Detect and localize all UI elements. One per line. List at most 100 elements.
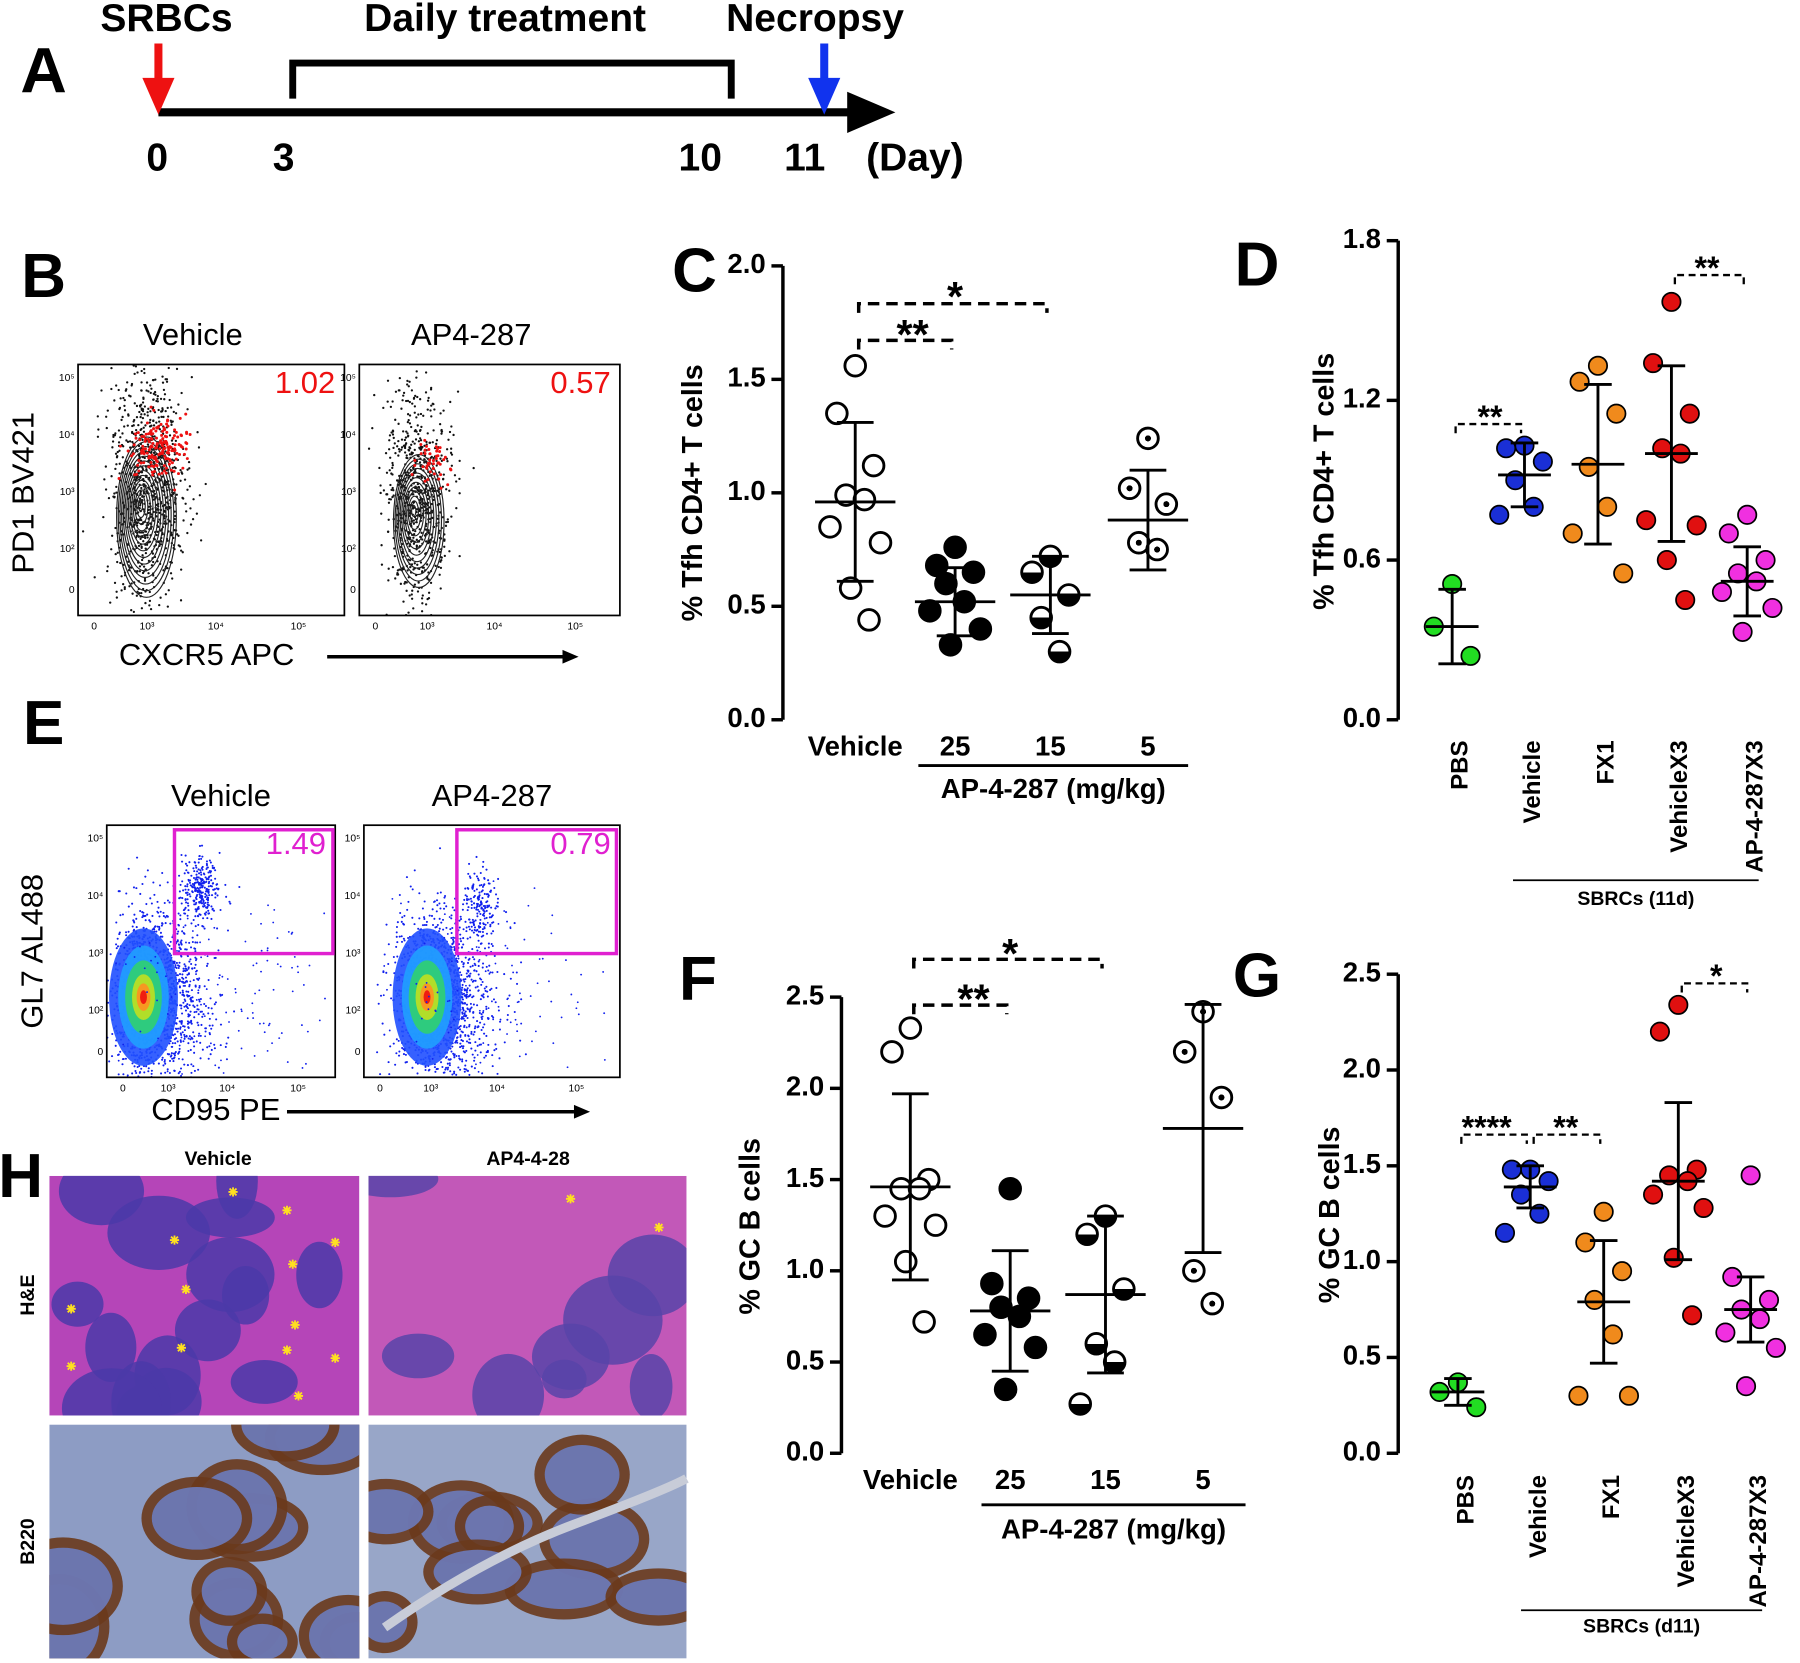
event-dot (176, 1030, 179, 1033)
event-dot (455, 507, 458, 510)
contour (409, 500, 419, 524)
event-dot (145, 421, 149, 425)
event-dot (208, 1017, 211, 1020)
event-dot (465, 972, 468, 975)
event-dot (189, 980, 192, 983)
event-dot (109, 953, 112, 956)
event-dot (186, 1064, 189, 1067)
timeline-label: SRBCs (100, 0, 232, 40)
event-dot (174, 964, 177, 967)
event-dot (150, 464, 154, 468)
event-dot (146, 869, 149, 872)
event-dot (441, 918, 445, 921)
event-dot (170, 996, 173, 998)
event-dot (138, 591, 141, 595)
event-dot (109, 601, 112, 604)
event-dot (183, 1033, 186, 1036)
event-dot (411, 589, 414, 592)
event-dot (147, 459, 151, 462)
event-dot (450, 515, 453, 518)
event-dot (228, 1021, 230, 1023)
event-dot (192, 877, 196, 880)
event-dot (222, 1072, 225, 1074)
event-dot (438, 573, 441, 576)
event-dot (466, 1008, 470, 1011)
event-dot (449, 1091, 451, 1093)
event-dot (180, 1033, 183, 1036)
event-dot (167, 448, 171, 452)
event-dot (151, 928, 154, 931)
event-dot (166, 915, 169, 918)
event-dot (140, 558, 144, 562)
event-dot (424, 371, 428, 374)
contour (404, 486, 427, 543)
event-dot (207, 904, 210, 907)
event-dot (199, 913, 202, 916)
event-dot (188, 1132, 190, 1134)
event-dot (201, 844, 204, 847)
event-dot (169, 940, 172, 943)
event-dot (146, 991, 148, 993)
event-dot (185, 901, 188, 904)
event-dot (209, 1042, 212, 1045)
event-dot (139, 1089, 141, 1091)
event-dot (178, 416, 182, 420)
event-dot (210, 905, 213, 908)
event-dot (229, 902, 232, 905)
event-dot (204, 1030, 207, 1033)
event-dot (437, 565, 440, 569)
event-dot (107, 496, 111, 500)
event-dot (184, 854, 187, 857)
event-dot (210, 879, 213, 882)
event-dot (167, 462, 171, 466)
event-dot (172, 469, 176, 473)
event-dot (219, 1044, 222, 1047)
event-dot (201, 898, 204, 901)
event-dot (211, 866, 214, 869)
event-dot (198, 858, 201, 861)
day-label: 0 (146, 137, 168, 180)
event-dot (400, 1084, 402, 1086)
event-dot (425, 1115, 427, 1117)
event-dot (430, 386, 433, 389)
event-dot (464, 1064, 467, 1067)
event-dot (409, 885, 412, 888)
event-dot (131, 1062, 134, 1065)
event-dot (105, 426, 108, 430)
event-dot (125, 439, 128, 442)
event-dot (175, 961, 178, 964)
event-dot (205, 898, 208, 901)
event-dot (147, 1067, 150, 1070)
event-dot (209, 884, 212, 887)
event-dot (102, 515, 105, 519)
x-tick-label: 10³ (139, 622, 154, 633)
event-dot (461, 986, 464, 989)
event-dot (123, 946, 126, 949)
event-dot (336, 1018, 338, 1020)
event-dot (173, 453, 176, 456)
event-dot (405, 442, 408, 445)
event-dot (403, 438, 407, 442)
event-dot (168, 434, 172, 437)
event-dot (413, 448, 416, 451)
event-dot (178, 986, 181, 989)
event-dot (164, 471, 168, 475)
event-dot (453, 945, 456, 949)
event-dot (415, 376, 418, 379)
event-dot (439, 457, 442, 460)
event-dot (177, 912, 180, 915)
event-dot (153, 893, 156, 896)
event-dot (132, 1129, 134, 1131)
event-dot (128, 628, 130, 630)
event-dot (177, 950, 180, 953)
event-dot (196, 1004, 199, 1007)
event-dot (184, 965, 187, 968)
event-dot (219, 993, 222, 996)
event-dot (199, 1057, 202, 1060)
event-dot (132, 443, 136, 447)
event-dot (109, 1122, 111, 1124)
event-dot (212, 909, 216, 912)
event-dot (137, 478, 141, 481)
event-dot (491, 971, 494, 974)
event-dot (440, 432, 443, 435)
